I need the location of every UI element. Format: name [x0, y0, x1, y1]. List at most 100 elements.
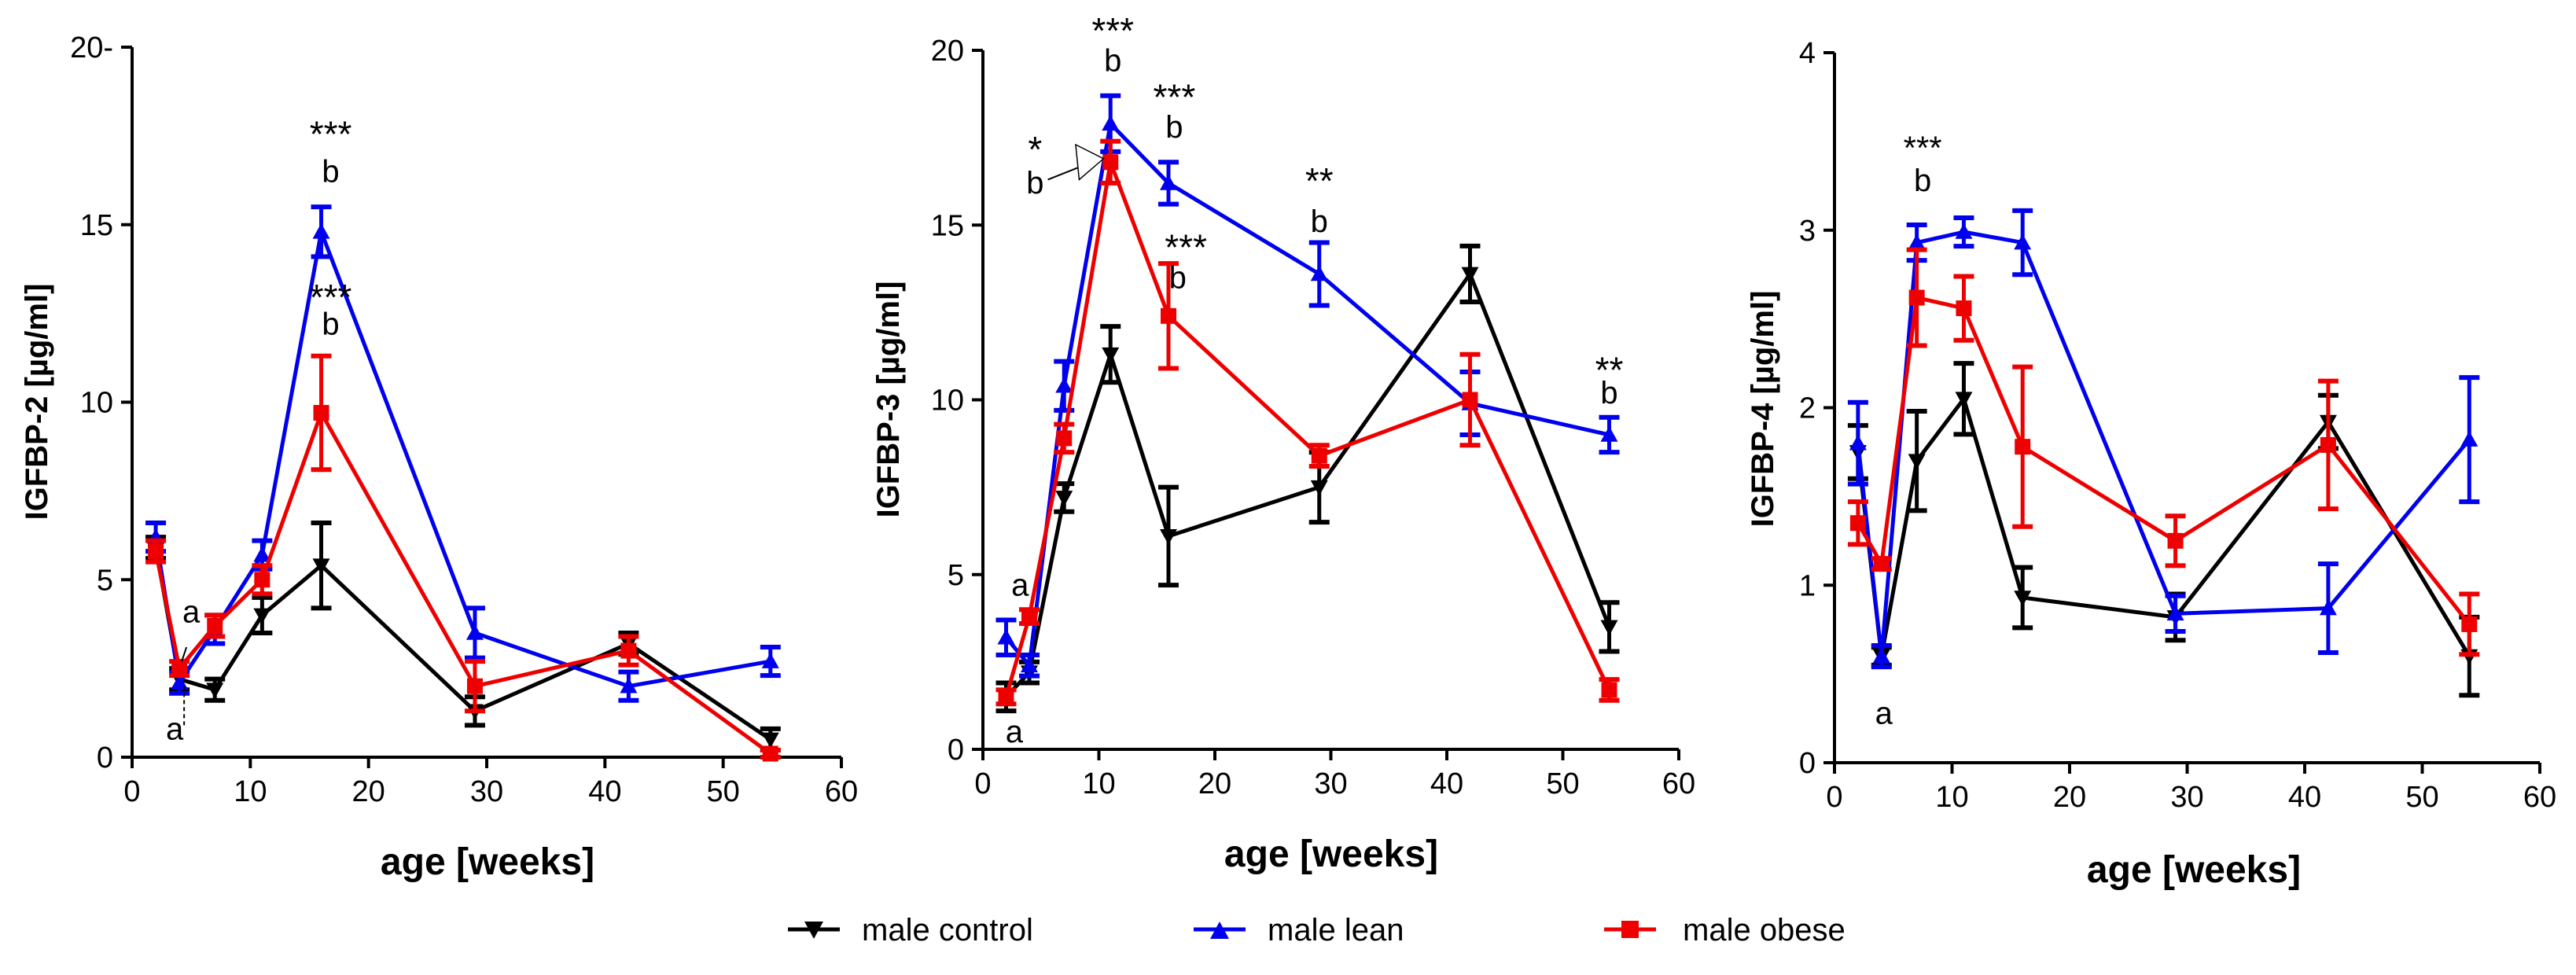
significance-annotation: * — [1028, 129, 1042, 170]
data-point-obese — [1849, 515, 1866, 532]
y-tick-label: 15 — [80, 209, 113, 242]
y-tick-label: 0 — [1799, 747, 1816, 780]
data-point-lean — [1021, 657, 1038, 673]
data-point-obese — [171, 660, 188, 677]
significance-annotation: ** — [1595, 349, 1624, 390]
series-line-obese — [1856, 296, 2471, 626]
plot-area-igfbp4: 0 10 20 30 40 50 60 0 1 2 3 4 ***b a — [1799, 37, 2556, 814]
y-tick-label: 10 — [931, 384, 964, 418]
y-tick-label: 2 — [1799, 392, 1816, 425]
x-tick-label: 50 — [1546, 767, 1579, 800]
significance-annotation: *** — [310, 113, 352, 154]
data-point-control — [1310, 480, 1328, 496]
series-line-obese — [1004, 160, 1611, 698]
data-point-obese — [1161, 307, 1176, 324]
significance-annotation: *** — [1904, 129, 1942, 166]
significance-annotation: a — [182, 594, 201, 629]
significance-annotation: b — [1104, 44, 1121, 79]
significance-annotation: a — [1011, 568, 1029, 602]
data-point-obese — [1021, 609, 1037, 625]
legend-label-obese: male obese — [1683, 913, 1846, 947]
x-tick-label: 50 — [2405, 781, 2438, 814]
x-tick-label: 10 — [1935, 781, 1968, 814]
data-point-lean — [1600, 425, 1618, 442]
series-lean — [145, 204, 781, 703]
significance-annotation: b — [1026, 166, 1043, 201]
legend: male control male lean male obese — [788, 913, 1846, 947]
data-point-obese — [2461, 616, 2478, 632]
data-point-obese — [2320, 436, 2336, 453]
data-point-obese — [1908, 289, 1925, 306]
data-point-lean — [1872, 647, 1890, 664]
data-point-lean — [171, 674, 189, 690]
legend-label-lean: male lean — [1268, 913, 1404, 947]
data-point-lean — [997, 628, 1015, 645]
x-tick-label: 10 — [234, 775, 267, 808]
significance-annotation: b — [322, 307, 339, 342]
data-point-lean — [1955, 223, 1973, 239]
y-tick-label: 5 — [948, 559, 964, 592]
series-control — [145, 521, 781, 752]
pointer-arrowhead — [1075, 143, 1105, 181]
x-axis-title: age [weeks] — [381, 841, 594, 883]
series-obese — [995, 138, 1620, 707]
data-point-control — [1160, 529, 1177, 545]
x-axis-title: age [weeks] — [1224, 833, 1438, 875]
data-point-obese — [1601, 682, 1617, 698]
y-tick-label: 4 — [1799, 37, 1816, 70]
data-point-lean — [620, 677, 638, 694]
legend-item-lean: male lean — [1194, 913, 1404, 947]
y-tick-label: 1 — [1799, 569, 1816, 602]
data-point-obese — [1311, 447, 1327, 464]
legend-item-control: male control — [788, 913, 1033, 947]
significance-annotation: *** — [310, 277, 352, 318]
data-point-obese — [1462, 392, 1478, 408]
data-point-lean — [1102, 115, 1120, 131]
y-tick-label: 3 — [1799, 215, 1816, 248]
x-tick-label: 20 — [352, 775, 385, 808]
data-point-lean — [312, 223, 330, 239]
series-obese — [145, 353, 781, 762]
y-axis-title: IGFBP-2 [µg/ml] — [20, 284, 54, 521]
x-tick-label: 60 — [2523, 781, 2556, 814]
data-point-lean — [1908, 234, 1926, 250]
series-line-control — [1856, 396, 2471, 659]
data-point-lean — [2014, 234, 2032, 250]
significance-annotation: b — [1311, 204, 1328, 239]
legend-marker-lean — [1210, 922, 1229, 939]
significance-annotation: b — [1165, 110, 1183, 145]
data-point-lean — [1160, 174, 1177, 190]
data-point-obese — [998, 689, 1014, 705]
y-axis-title: IGFBP-4 [µg/ml] — [1746, 291, 1780, 528]
series-obese — [1847, 247, 2480, 657]
legend-label-control: male control — [862, 913, 1033, 947]
x-tick-label: 10 — [1082, 767, 1115, 800]
data-point-lean — [761, 653, 779, 668]
y-tick-label: 5 — [97, 564, 113, 597]
significance-annotation: b — [1169, 260, 1187, 295]
data-point-lean — [2460, 431, 2478, 447]
data-point-obese — [762, 745, 778, 762]
significance-annotation: a — [166, 712, 184, 746]
significance-annotation: a — [1875, 696, 1893, 730]
data-point-control — [2014, 591, 2032, 607]
data-point-obese — [620, 642, 637, 659]
series-control — [1847, 361, 2480, 698]
x-tick-label: 40 — [2288, 781, 2321, 814]
data-point-lean — [466, 624, 484, 640]
data-point-obese — [254, 572, 270, 588]
data-point-control — [312, 558, 330, 575]
series-control — [995, 243, 1620, 714]
data-point-lean — [2166, 605, 2184, 621]
x-tick-label: 0 — [123, 775, 140, 808]
x-tick-label: 0 — [974, 767, 991, 800]
x-tick-label: 20 — [1198, 767, 1231, 800]
data-point-control — [761, 732, 779, 749]
data-point-obese — [1056, 430, 1073, 447]
data-point-control — [253, 608, 271, 624]
y-axis-title: IGFBP-3 [µg/ml] — [871, 281, 906, 518]
data-point-obese — [1956, 300, 1972, 317]
